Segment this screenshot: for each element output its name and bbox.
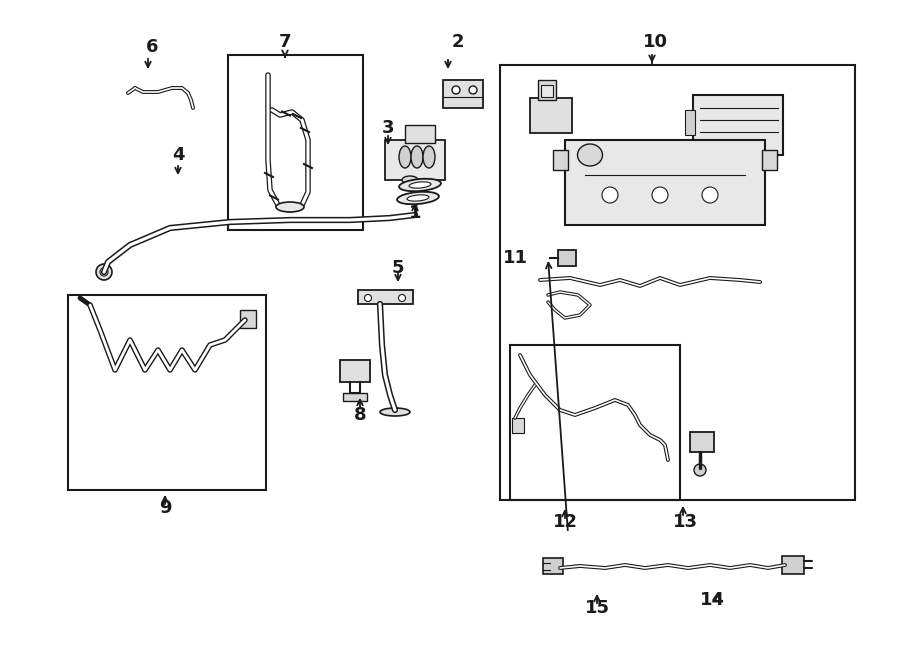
Bar: [240, 310, 256, 328]
Bar: [558, 250, 576, 266]
Bar: [685, 110, 695, 135]
Ellipse shape: [397, 192, 439, 204]
Text: 5: 5: [392, 259, 404, 277]
Ellipse shape: [423, 146, 435, 168]
Circle shape: [364, 295, 372, 301]
Text: 6: 6: [146, 38, 158, 56]
Circle shape: [652, 187, 668, 203]
Bar: [512, 418, 524, 433]
Bar: [762, 150, 777, 170]
Bar: [543, 558, 563, 574]
Text: 11: 11: [503, 249, 528, 267]
Ellipse shape: [399, 146, 411, 168]
Ellipse shape: [276, 202, 304, 212]
Circle shape: [469, 86, 477, 94]
Bar: [565, 140, 765, 225]
Circle shape: [96, 264, 112, 280]
Bar: [385, 140, 445, 180]
Circle shape: [100, 268, 108, 276]
Bar: [443, 80, 483, 108]
Ellipse shape: [380, 408, 410, 416]
Bar: [690, 432, 714, 452]
Text: 8: 8: [354, 406, 366, 424]
Bar: [343, 393, 367, 401]
Text: 15: 15: [584, 599, 609, 617]
Bar: [405, 125, 435, 143]
Bar: [530, 98, 572, 133]
Bar: [693, 95, 783, 155]
Circle shape: [694, 464, 706, 476]
Bar: [538, 80, 556, 100]
Circle shape: [452, 86, 460, 94]
Text: 1: 1: [409, 204, 421, 222]
Bar: [358, 290, 413, 304]
Text: 14: 14: [699, 591, 725, 609]
Ellipse shape: [578, 144, 602, 166]
Bar: [510, 345, 680, 500]
Bar: [228, 55, 363, 230]
Ellipse shape: [407, 195, 429, 201]
Ellipse shape: [409, 182, 431, 188]
Text: 10: 10: [643, 33, 668, 51]
Ellipse shape: [411, 146, 423, 168]
Circle shape: [399, 295, 406, 301]
Text: 2: 2: [452, 33, 464, 51]
Text: 13: 13: [672, 513, 698, 531]
Bar: [553, 150, 568, 170]
Bar: [541, 85, 553, 97]
Circle shape: [702, 187, 718, 203]
Ellipse shape: [399, 178, 441, 191]
Text: 9: 9: [158, 499, 171, 517]
Text: 7: 7: [279, 33, 292, 51]
Bar: [782, 556, 804, 574]
Circle shape: [602, 187, 618, 203]
Text: 3: 3: [382, 119, 394, 137]
Bar: [340, 360, 370, 382]
Ellipse shape: [402, 176, 418, 184]
Text: 4: 4: [172, 146, 184, 164]
Text: 12: 12: [553, 513, 578, 531]
Bar: [500, 65, 855, 500]
Bar: [68, 295, 266, 490]
